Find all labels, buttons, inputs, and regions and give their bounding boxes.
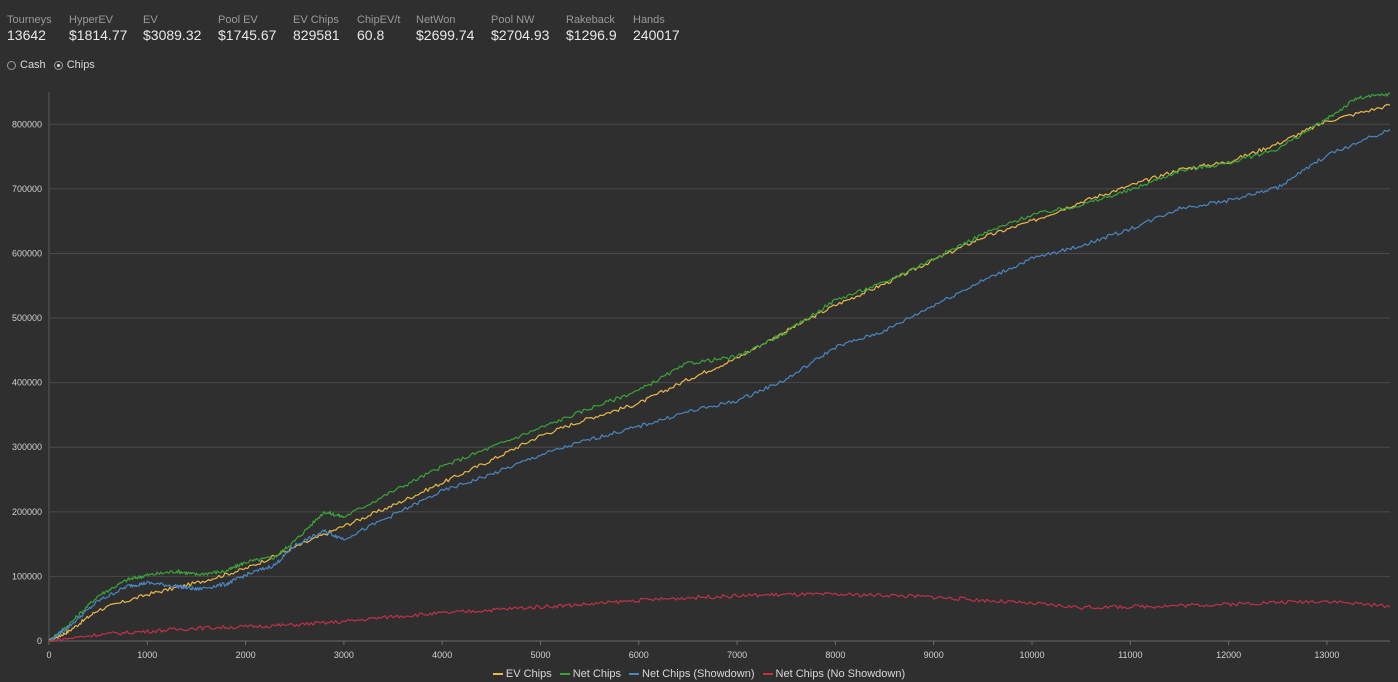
chart-legend: EV Chips Net Chips Net Chips (Showdown) Net…: [0, 668, 1398, 680]
legend-swatch: [762, 673, 773, 675]
y-tick-label: 100000: [12, 571, 42, 581]
stat-label: Pool EV: [218, 14, 258, 26]
legend-swatch: [492, 673, 503, 675]
mode-selector: Cash Chips: [7, 59, 103, 71]
x-tick-label: 4000: [432, 650, 452, 660]
legend-swatch: [559, 673, 570, 675]
x-tick-label: 12000: [1216, 650, 1241, 660]
series-line-net-chips-no-showdown: [48, 592, 1391, 642]
stat-label: EV Chips: [293, 14, 339, 26]
x-tick-label: 6000: [629, 650, 649, 660]
legend-label: Net Chips (Showdown): [642, 668, 755, 680]
stat-netwon: NetWon $2699.74: [416, 14, 474, 43]
stat-pool-ev: Pool EV $1745.67: [218, 14, 276, 43]
radio-cash[interactable]: Cash: [7, 59, 46, 71]
legend-item: Net Chips (No Showdown): [762, 668, 906, 680]
stat-value: $1814.77: [69, 27, 128, 43]
radio-chips[interactable]: Chips: [53, 59, 95, 71]
radio-chips-label: Chips: [66, 59, 95, 71]
stat-value: 60.8: [357, 27, 385, 43]
stat-value: $2704.93: [491, 27, 550, 43]
y-tick-label: 700000: [12, 184, 42, 194]
radio-cash-label: Cash: [20, 59, 46, 71]
radio-chips-circle-icon: [53, 60, 63, 70]
stat-ev: EV $3089.32: [143, 14, 201, 43]
stat-value: $1296.9: [566, 27, 617, 43]
stat-value: 13642: [7, 27, 46, 43]
series-line-ev-chips: [48, 103, 1391, 642]
stat-tourneys: Tourneys 13642: [7, 14, 52, 43]
stat-label: NetWon: [416, 14, 456, 26]
legend-item: Net Chips (Showdown): [629, 668, 755, 680]
stat-label: EV: [143, 14, 158, 26]
legend-item: Net Chips: [559, 668, 622, 680]
x-tick-label: 2000: [236, 650, 256, 660]
stat-chipev-t: ChipEV/t 60.8: [357, 14, 400, 43]
stat-ev-chips: EV Chips 829581: [293, 14, 340, 43]
y-tick-label: 800000: [12, 119, 42, 129]
stat-label: HyperEV: [69, 14, 114, 26]
stat-value: 240017: [633, 27, 680, 43]
x-tick-label: 7000: [727, 650, 747, 660]
stat-hyperev: HyperEV $1814.77: [69, 14, 127, 43]
x-tick-label: 13000: [1314, 650, 1339, 660]
y-tick-label: 0: [37, 636, 42, 646]
x-tick-label: 5000: [530, 650, 550, 660]
legend-label: Net Chips (No Showdown): [775, 668, 906, 680]
stat-label: ChipEV/t: [357, 14, 401, 26]
x-tick-label: 1000: [137, 650, 157, 660]
stat-label: Hands: [633, 14, 665, 26]
stat-value: $3089.32: [143, 27, 202, 43]
stat-pool-nw: Pool NW $2704.93: [491, 14, 549, 43]
series-line-net-chips-showdown: [48, 129, 1391, 642]
radio-cash-circle-icon: [7, 60, 16, 70]
stat-rakeback: Rakeback $1296.9: [566, 14, 617, 43]
legend-swatch: [629, 673, 640, 675]
legend-label: Net Chips: [572, 668, 622, 680]
stat-label: Tourneys: [7, 14, 52, 26]
x-tick-label: 9000: [924, 650, 944, 660]
stat-hands: Hands 240017: [633, 14, 680, 43]
x-tick-label: 10000: [1019, 650, 1044, 660]
legend-label: EV Chips: [505, 668, 552, 680]
stat-label: Pool NW: [491, 14, 535, 26]
series-line-net-chips: [49, 92, 1391, 642]
x-tick-label: 0: [46, 650, 51, 660]
y-tick-label: 200000: [12, 507, 42, 517]
x-tick-label: 3000: [334, 650, 354, 660]
stat-value: 829581: [293, 27, 340, 43]
x-tick-label: 8000: [825, 650, 845, 660]
y-tick-label: 400000: [12, 378, 42, 388]
y-tick-label: 500000: [12, 313, 42, 323]
stat-value: $1745.67: [218, 27, 277, 43]
legend-item: EV Chips: [492, 668, 552, 680]
stat-value: $2699.74: [416, 27, 475, 43]
y-tick-label: 600000: [12, 248, 42, 258]
x-tick-label: 11000: [1118, 650, 1142, 660]
y-tick-label: 300000: [12, 442, 42, 452]
stat-label: Rakeback: [566, 14, 615, 26]
